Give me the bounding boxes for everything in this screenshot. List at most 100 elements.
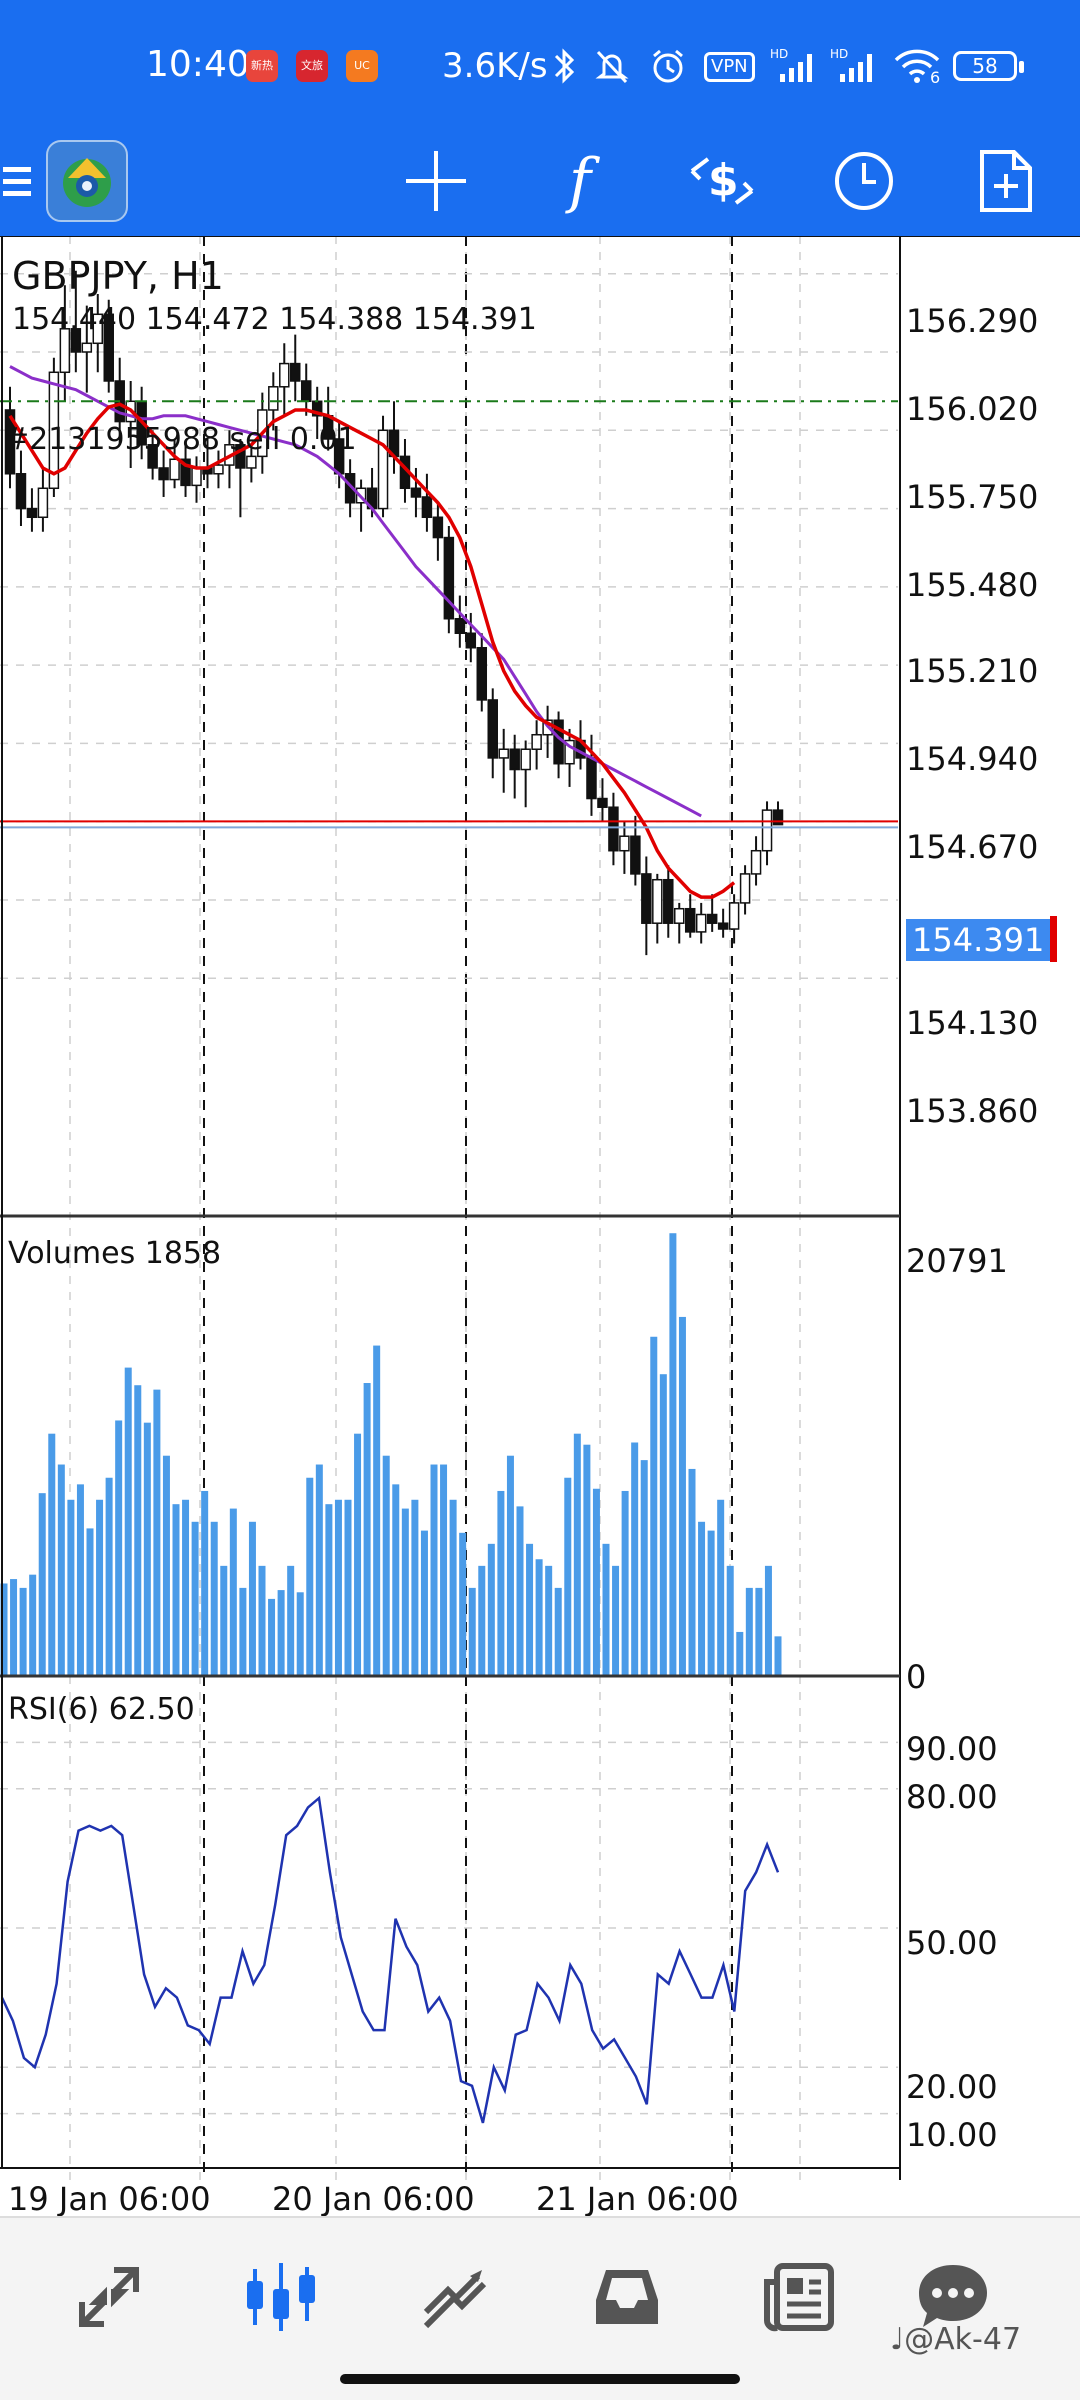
nav-news-button[interactable] [754, 2252, 844, 2342]
vpn-icon: VPN [704, 52, 755, 82]
volume-bar [354, 1433, 362, 1676]
timeframe-button[interactable] [824, 126, 904, 236]
indicators-button[interactable]: f [540, 126, 620, 236]
candle-body [509, 748, 520, 771]
candle-body [564, 739, 575, 765]
battery-level: 58 [972, 54, 998, 78]
price-axis-label: 155.210 [906, 652, 1039, 690]
candle-body [26, 507, 38, 519]
crosshair-button[interactable] [396, 126, 476, 236]
volume-bar [698, 1521, 706, 1676]
candle-body [169, 458, 180, 481]
status-bar: 10:40 新热 文旅 UC 3.6K/s VPN HD HD 6 58 [0, 0, 1080, 126]
volume-bar [201, 1490, 209, 1676]
nav-chart-button[interactable] [236, 2252, 326, 2342]
symbol-swap-button[interactable]: $ [682, 126, 762, 236]
volume-bar [478, 1565, 486, 1676]
candle-body [608, 806, 619, 852]
volume-bar [468, 1587, 476, 1676]
rsi-layer [0, 1795, 780, 2124]
volume-bar [726, 1565, 734, 1676]
menu-button[interactable] [0, 126, 36, 236]
volume-bar [535, 1559, 543, 1676]
volume-bar [10, 1579, 18, 1676]
volume-bar [487, 1543, 495, 1676]
price-axis-label: 155.480 [906, 566, 1039, 604]
price-axis-label: 153.860 [906, 1092, 1039, 1130]
badge-label: 新热 [251, 59, 273, 72]
mt5-logo-button[interactable] [44, 126, 130, 236]
nav-history-button[interactable] [582, 2252, 672, 2342]
nav-messages-button[interactable] [908, 2252, 998, 2342]
candle-body [750, 849, 762, 875]
volume-axis-min: 0 [906, 1658, 927, 1696]
rsi-axis-label: 80.00 [906, 1778, 998, 1816]
nav-trade-button[interactable] [410, 2252, 500, 2342]
candle-body [432, 516, 444, 539]
volume-bar [105, 1477, 113, 1676]
candle-body [630, 835, 641, 875]
watermark: ♩@Ak-47 [890, 2322, 1022, 2357]
ohlc-values: 154.440 154.472 154.388 154.391 [12, 302, 537, 337]
candle-body [279, 362, 290, 388]
volumes-label: Volumes 1858 [8, 1236, 222, 1271]
mute-icon [595, 50, 629, 84]
volume-bar [134, 1385, 142, 1676]
svg-text:HD: HD [830, 47, 848, 61]
new-order-button[interactable] [966, 126, 1046, 236]
price-axis-label: 154.670 [906, 828, 1039, 866]
volume-bar [153, 1389, 161, 1676]
date-axis-label: 19 Jan 06:00 [8, 2180, 211, 2218]
frame-layer [0, 236, 1080, 2180]
rsi-axis-label: 50.00 [906, 1924, 998, 1962]
volume-bar [659, 1374, 667, 1676]
symbol-title: GBPJPY, H1 [12, 254, 224, 298]
volume-bar [172, 1504, 180, 1676]
candle-body [290, 362, 301, 382]
candle-body [597, 797, 608, 808]
chart-area[interactable]: GBPJPY, H1 154.440 154.472 154.388 154.3… [0, 236, 1080, 2218]
battery-icon: 58 [953, 51, 1024, 81]
candle-body [59, 328, 71, 374]
volume-bar [554, 1587, 562, 1676]
volume-bar [573, 1433, 581, 1676]
svg-text:$: $ [708, 155, 739, 206]
svg-text:HD: HD [770, 47, 788, 61]
home-indicator[interactable] [340, 2374, 740, 2384]
candle-body [48, 371, 60, 490]
candle-body [476, 646, 488, 701]
candle-body [663, 878, 674, 924]
volume-bar [29, 1574, 37, 1676]
volume-bar [382, 1455, 390, 1676]
volume-bar [239, 1587, 247, 1676]
volume-bar [449, 1499, 457, 1676]
candle-body [443, 536, 455, 620]
rsi-axis-label: 90.00 [906, 1730, 998, 1768]
price-axis-label: 155.750 [906, 478, 1039, 516]
volume-bar [86, 1528, 94, 1676]
candle-body [4, 409, 16, 475]
volume-bar [248, 1521, 256, 1676]
order-label[interactable]: #2131955988 sell 0.01 [4, 422, 357, 457]
volume-bar [459, 1532, 467, 1676]
volume-bar [564, 1477, 572, 1676]
volume-bar [526, 1543, 534, 1676]
rsi-axis-label: 10.00 [906, 2116, 998, 2154]
nav-quotes-button[interactable] [64, 2252, 154, 2342]
volume-bar [755, 1587, 763, 1676]
candle-body [772, 809, 784, 826]
current-price-tag-marker [1050, 916, 1057, 962]
candle-body [739, 873, 751, 904]
candle-body [410, 487, 422, 498]
mt5-logo-icon [46, 140, 128, 222]
badge-label: 文旅 [301, 59, 323, 72]
volume-bar [76, 1484, 84, 1676]
volume-bar [287, 1565, 295, 1676]
trade-icon [423, 2270, 487, 2329]
candle-body [147, 444, 158, 469]
wifi-icon [894, 49, 940, 83]
volume-bar [67, 1499, 75, 1676]
candle-body [213, 464, 224, 475]
chart-canvas[interactable] [0, 236, 1080, 2216]
grid-layer [0, 236, 898, 2180]
